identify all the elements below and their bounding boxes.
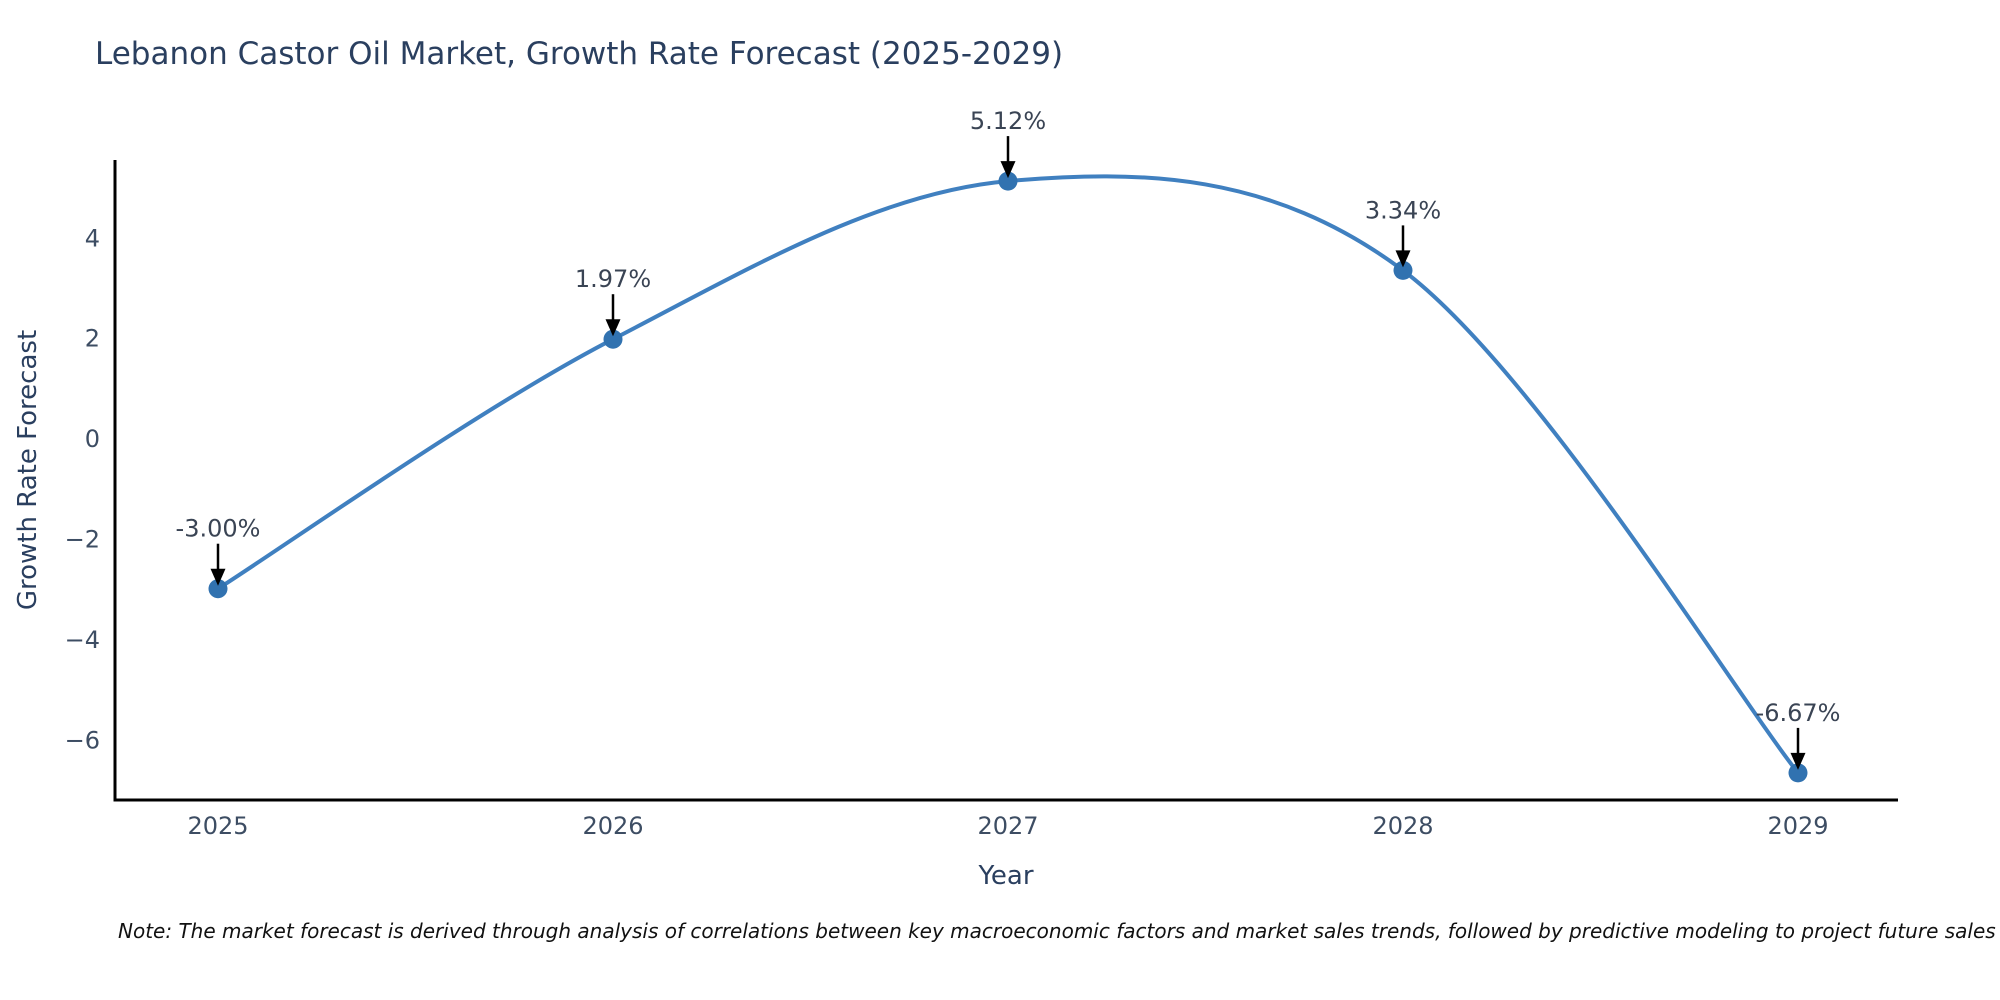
annotation-label-2029: -6.67% [1756,699,1841,727]
data-point-2027 [998,171,1018,191]
data-point-2025 [208,579,228,599]
annotation-arrowhead-2029 [1790,752,1806,770]
data-point-2026 [603,329,623,349]
footnote: Note: The market forecast is derived thr… [118,919,1996,943]
x-tick-label: 2026 [582,812,643,840]
annotation-label-2027: 5.12% [970,107,1046,135]
x-tick-label: 2029 [1767,812,1828,840]
data-point-2029 [1788,763,1808,783]
y-tick-label: −6 [65,726,100,754]
annotation-arrowhead-2028 [1395,250,1411,268]
annotation-label-2028: 3.34% [1365,196,1441,224]
annotation-arrowhead-2027 [1000,161,1016,179]
annotation-arrowhead-2026 [605,319,621,337]
x-tick-label: 2028 [1372,812,1433,840]
data-point-2028 [1393,260,1413,280]
axis-spines [113,160,1898,802]
x-axis-title: Year [977,861,1033,891]
annotation-arrowhead-2025 [210,568,226,586]
x-tick-label: 2025 [187,812,248,840]
y-tick-label: −2 [65,525,100,553]
y-axis-title: Growth Rate Forecast [13,330,43,610]
x-tick-label: 2027 [977,812,1038,840]
chart-title: Lebanon Castor Oil Market, Growth Rate F… [95,36,1063,72]
y-tick-label: 0 [85,425,100,453]
y-tick-label: 2 [85,325,100,353]
plot-area: 4 2 0 −2 −4 −6 2025 2026 2027 2028 2029 -3.00% 1.97%… [65,107,1898,840]
annotation-label-2026: 1.97% [575,265,651,293]
annotation-label-2025: -3.00% [176,515,261,543]
y-tick-label: 4 [85,224,100,252]
forecast-line [216,174,1800,775]
y-tick-label: −4 [65,626,100,654]
